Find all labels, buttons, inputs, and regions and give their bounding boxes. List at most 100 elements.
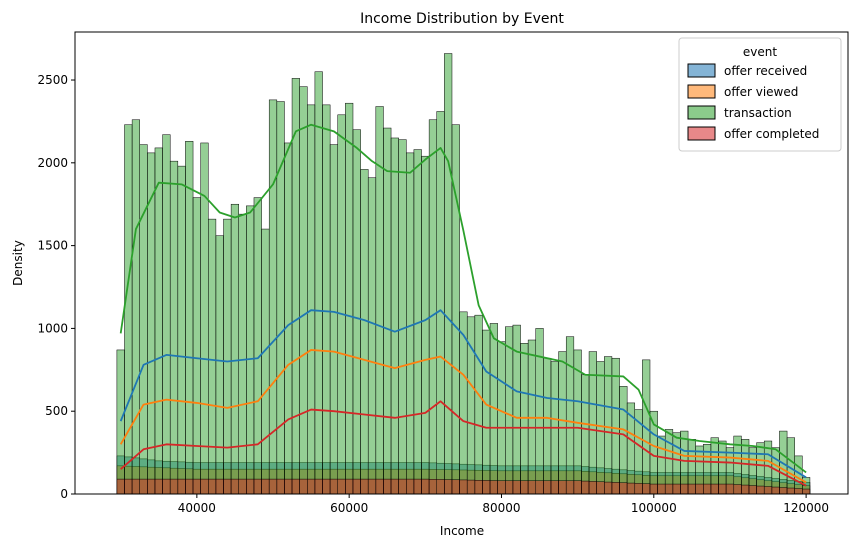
histogram-bar xyxy=(139,478,148,495)
histogram-bar xyxy=(695,483,704,495)
histogram-bar xyxy=(383,478,392,495)
histogram-bar xyxy=(169,478,179,495)
histogram-bar xyxy=(307,104,316,495)
histogram-bar xyxy=(329,478,339,495)
histogram-bar xyxy=(794,488,803,495)
histogram-bar xyxy=(703,483,712,495)
histogram-bar xyxy=(520,480,529,495)
histogram-bar xyxy=(329,144,339,495)
histogram-bar xyxy=(413,478,422,495)
histogram-bar xyxy=(649,483,658,495)
histogram-bar xyxy=(497,480,506,495)
series-offer-completed-bars xyxy=(116,478,811,495)
histogram-bar xyxy=(291,478,300,495)
histogram-bar xyxy=(725,483,735,495)
histogram-bar xyxy=(154,147,163,495)
histogram-bar xyxy=(398,478,407,495)
y-tick-label: 2500 xyxy=(37,73,68,87)
histogram-bar xyxy=(322,104,331,495)
histogram-bar xyxy=(733,484,742,495)
histogram-bar xyxy=(451,479,460,495)
axes: 40000 60000 80000 100000 120000 0 500 1000 1500 2… xyxy=(37,31,849,515)
histogram-bar xyxy=(756,485,765,495)
histogram-bar xyxy=(604,356,613,495)
legend-frame xyxy=(678,37,842,152)
histogram-bar xyxy=(565,480,575,495)
histogram-bar xyxy=(253,197,262,495)
legend-label-offer-completed: offer completed xyxy=(724,127,819,141)
histogram-bar xyxy=(383,127,392,495)
histogram-bar xyxy=(611,482,620,495)
histogram-bar xyxy=(535,480,544,495)
histogram-bar xyxy=(208,218,217,495)
histogram-bar xyxy=(741,484,750,495)
histogram-bar xyxy=(718,483,727,495)
histogram-bar xyxy=(185,478,194,495)
kde-line-transaction xyxy=(119,123,807,474)
histogram-bar xyxy=(299,86,308,495)
histogram-bar xyxy=(428,119,438,495)
legend-swatch-offer-received xyxy=(687,63,716,78)
histogram-bar xyxy=(299,478,308,495)
histogram-bar xyxy=(398,139,407,495)
histogram-bar xyxy=(763,486,773,495)
histogram-bar xyxy=(246,205,255,495)
y-tick-label: 2000 xyxy=(37,156,68,170)
histogram-bar xyxy=(406,478,415,495)
histogram-bar xyxy=(345,478,354,495)
histogram-bar xyxy=(558,480,567,495)
chart-title: Income Distribution by Event xyxy=(360,11,564,27)
histogram-bar xyxy=(444,479,453,495)
histogram-bar xyxy=(527,480,537,495)
histogram-bar xyxy=(131,119,140,495)
histogram-bar xyxy=(626,482,636,495)
histogram-bar xyxy=(116,349,125,495)
histogram-bar xyxy=(367,478,377,495)
histogram-bar xyxy=(466,479,476,495)
histogram-bar xyxy=(406,152,415,495)
histogram-bar xyxy=(291,78,300,495)
histogram-bar xyxy=(687,483,696,495)
histogram-bar xyxy=(352,478,361,495)
histogram-bar xyxy=(360,169,369,495)
histogram-bar xyxy=(139,144,148,495)
histogram-bar xyxy=(558,351,567,495)
x-tick-label: 100000 xyxy=(631,501,677,515)
histogram-bar xyxy=(581,480,590,495)
histogram-bar xyxy=(482,480,491,495)
histogram-bar xyxy=(565,336,575,495)
histogram-bar xyxy=(428,479,438,495)
histogram-bar xyxy=(230,203,239,495)
histogram-bar xyxy=(337,478,346,495)
histogram-bar xyxy=(421,478,430,495)
histogram-bar xyxy=(124,478,133,495)
histogram-bar xyxy=(535,328,544,495)
histogram-bar xyxy=(276,478,285,495)
histogram-bar xyxy=(543,480,552,495)
histogram-bar xyxy=(771,486,780,495)
histogram-bar xyxy=(642,483,651,495)
histogram-bar xyxy=(489,480,498,495)
histogram-bar xyxy=(253,478,262,495)
histogram-bar xyxy=(786,487,795,495)
histogram-bar xyxy=(284,142,293,495)
legend-label-offer-viewed: offer viewed xyxy=(724,85,798,99)
x-axis-label: Income xyxy=(440,524,484,538)
histogram-bar xyxy=(208,478,217,495)
legend-title: event xyxy=(743,45,777,59)
histogram-bar xyxy=(581,374,590,495)
histogram-bar xyxy=(375,478,384,495)
histogram-bar xyxy=(710,483,719,495)
histogram-bar xyxy=(390,478,399,495)
histogram-bar xyxy=(367,177,377,495)
histogram-bar xyxy=(314,478,323,495)
histogram-bar xyxy=(421,155,430,495)
histogram-bar xyxy=(390,137,399,495)
kde-line-offer-viewed xyxy=(119,349,807,484)
histogram-bar xyxy=(238,478,247,495)
histogram-bar xyxy=(657,483,666,495)
plot-frame xyxy=(74,31,849,495)
histogram-bar xyxy=(543,357,552,495)
histogram-bar xyxy=(588,351,597,495)
legend-swatch-offer-viewed xyxy=(687,84,716,99)
